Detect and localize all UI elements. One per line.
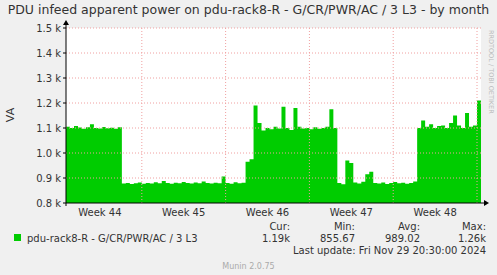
last-update: Last update: Fri Nov 29 20:30:00 2024 bbox=[293, 245, 486, 256]
y-label: VA bbox=[4, 107, 17, 122]
plot-area bbox=[66, 28, 481, 203]
watermark: RRDTOOL / TOBI OETIKER bbox=[487, 30, 495, 114]
grid-line bbox=[66, 178, 481, 179]
y-axis bbox=[66, 24, 67, 206]
stat-value: 1.26k bbox=[458, 233, 486, 244]
x-tick-label: Week 44 bbox=[78, 207, 121, 218]
stat-value: 855.67 bbox=[320, 233, 355, 244]
y-arrow bbox=[63, 20, 69, 25]
y-tick-label: 1.1 k bbox=[36, 123, 61, 134]
footer: Munin 2.0.75 bbox=[222, 262, 274, 271]
grid-line bbox=[141, 28, 142, 203]
grid-line bbox=[66, 153, 481, 154]
y-tick-label: 1.0 k bbox=[36, 148, 61, 159]
title: PDU infeed apparent power on pdu-rack8-R… bbox=[8, 2, 490, 17]
marks bbox=[66, 101, 481, 204]
x-axis bbox=[66, 203, 485, 204]
stat-value: 989.02 bbox=[385, 233, 420, 244]
grid-line bbox=[309, 28, 310, 203]
stat-label: Avg: bbox=[398, 221, 420, 232]
grid-line bbox=[393, 28, 394, 203]
chart: PDU infeed apparent power on pdu-rack8-R… bbox=[0, 0, 497, 275]
x-tick-label: Week 45 bbox=[162, 207, 205, 218]
x-tick-label: Week 46 bbox=[246, 207, 289, 218]
legend-swatch bbox=[14, 234, 21, 241]
stat-value: 1.19k bbox=[262, 233, 290, 244]
grid-line bbox=[477, 28, 478, 203]
x-tick-label: Week 48 bbox=[413, 207, 456, 218]
area bbox=[66, 101, 481, 204]
y-tick-label: 0.8 k bbox=[36, 198, 61, 209]
x-tick-label: Week 47 bbox=[330, 207, 373, 218]
grid-line bbox=[225, 28, 226, 203]
y-tick-label: 1.5 k bbox=[36, 23, 61, 34]
stat-label: Cur: bbox=[269, 221, 290, 232]
grid-line bbox=[66, 128, 481, 129]
y-tick-label: 1.3 k bbox=[36, 73, 61, 84]
grid-line bbox=[66, 28, 481, 29]
stat-label: Min: bbox=[334, 221, 355, 232]
stat-label: Max: bbox=[462, 221, 486, 232]
y-tick-label: 0.9 k bbox=[36, 173, 61, 184]
y-tick-label: 1.2 k bbox=[36, 98, 61, 109]
x-arrow bbox=[484, 200, 489, 206]
y-tick-label: 1.4 k bbox=[36, 48, 61, 59]
grid-line bbox=[66, 103, 481, 104]
background bbox=[0, 0, 497, 275]
legend-label: pdu-rack8-R - G/CR/PWR/AC / 3 L3 bbox=[27, 233, 198, 244]
grid-line bbox=[66, 78, 481, 79]
grid-line bbox=[66, 53, 481, 54]
